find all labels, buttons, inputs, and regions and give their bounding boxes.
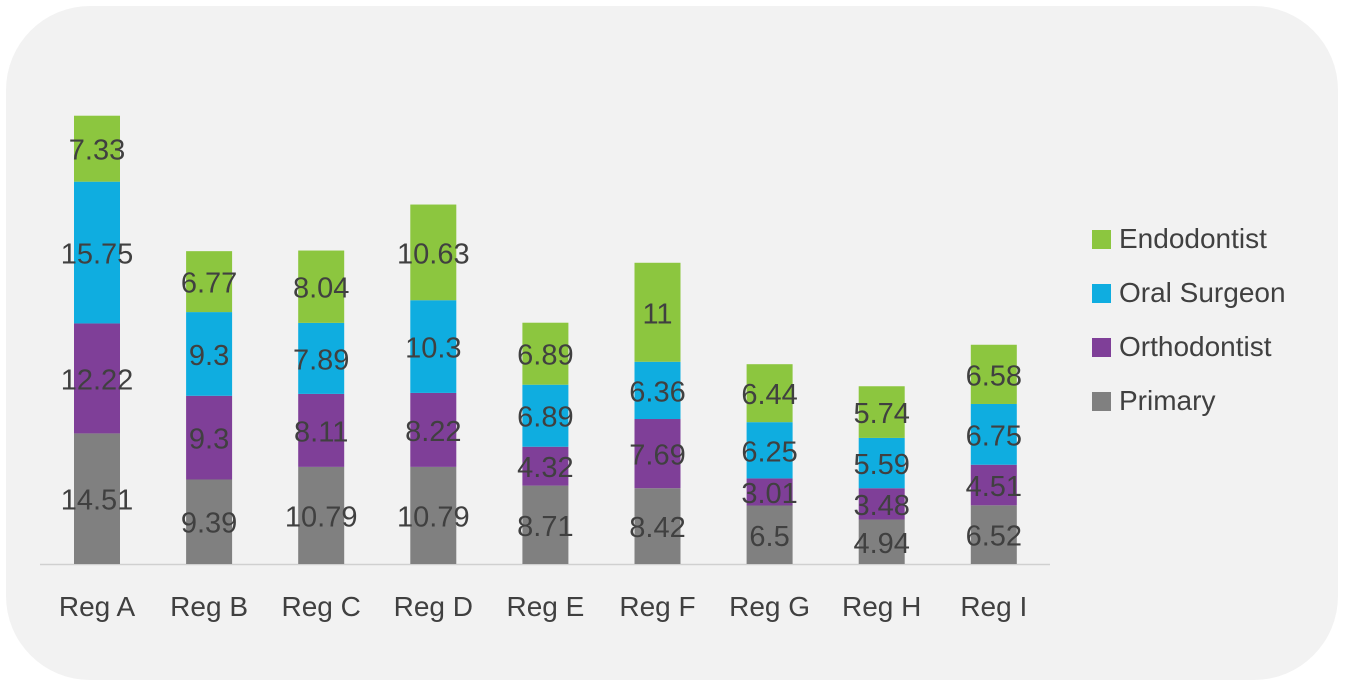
bar-segment-endodontist	[410, 204, 457, 301]
bar-segment-oral-surgeon	[298, 322, 345, 394]
bar-segment-oral-surgeon	[74, 181, 120, 324]
bar-segment-oral-surgeon	[858, 437, 905, 489]
x-tick-label: Reg I	[960, 591, 1027, 622]
bar-segment-primary	[410, 466, 457, 564]
bar-segment-endodontist	[634, 262, 681, 362]
bar-segment-endodontist	[522, 322, 569, 385]
data-label-primary: 10.79	[285, 501, 358, 533]
legend-swatch	[1092, 337, 1111, 357]
data-label-endodontist: 6.44	[741, 379, 797, 411]
data-label-endodontist: 8.04	[293, 273, 349, 305]
data-label-orthodontist: 4.51	[966, 471, 1022, 503]
data-label-primary: 8.42	[629, 512, 685, 544]
data-label-orthodontist: 12.22	[61, 364, 134, 396]
legend-item: Endodontist	[1092, 212, 1286, 266]
data-label-primary: 6.5	[749, 521, 789, 553]
data-label-oral-surgeon: 9.3	[189, 340, 229, 372]
data-label-primary: 9.39	[181, 508, 237, 540]
x-tick-label: Reg C	[282, 591, 361, 622]
bar-segment-orthodontist	[522, 446, 569, 486]
data-label-oral-surgeon: 10.3	[405, 333, 461, 365]
legend-item: Primary	[1092, 374, 1286, 428]
bar-segment-oral-surgeon	[410, 300, 457, 393]
bar-segment-endodontist	[186, 251, 233, 313]
bar-segment-orthodontist	[186, 395, 233, 480]
data-label-endodontist: 6.58	[966, 360, 1022, 392]
data-label-orthodontist: 3.01	[741, 478, 797, 510]
legend-swatch	[1092, 283, 1111, 303]
bar-segment-orthodontist	[298, 393, 345, 467]
data-label-endodontist: 10.63	[397, 238, 470, 270]
data-label-endodontist: 11	[642, 298, 672, 330]
legend-label: Oral Surgeon	[1119, 277, 1286, 308]
bar-segment-oral-surgeon	[634, 361, 681, 420]
data-label-oral-surgeon: 6.25	[741, 436, 797, 468]
legend-swatch	[1092, 391, 1111, 411]
x-tick-label: Reg F	[619, 591, 695, 622]
bar-segment-primary	[522, 485, 569, 564]
x-tick-label: Reg E	[506, 591, 584, 622]
legend-label: Orthodontist	[1119, 331, 1272, 362]
x-tick-label: Reg A	[59, 591, 136, 622]
data-label-orthodontist: 7.69	[629, 440, 685, 472]
data-label-oral-surgeon: 5.59	[853, 449, 909, 481]
bar-segment-primary	[186, 479, 233, 564]
legend-item: Orthodontist	[1092, 320, 1286, 374]
bar-segment-oral-surgeon	[970, 403, 1017, 465]
legend-item: Oral Surgeon	[1092, 266, 1286, 320]
data-label-oral-surgeon: 6.75	[966, 420, 1022, 452]
bar-segment-oral-surgeon	[746, 422, 793, 479]
bar-segment-primary	[858, 519, 905, 564]
data-label-orthodontist: 3.48	[853, 490, 909, 522]
x-tick-label: Reg D	[394, 591, 473, 622]
bar-segment-orthodontist	[858, 488, 905, 520]
x-tick-label: Reg H	[842, 591, 921, 622]
data-label-primary: 10.79	[397, 501, 470, 533]
bar-segment-primary	[298, 466, 345, 564]
bar-segment-primary	[74, 433, 120, 564]
bar-segment-orthodontist	[74, 323, 120, 434]
data-label-endodontist: 6.77	[181, 268, 237, 300]
bar-segment-orthodontist	[970, 464, 1017, 506]
x-tick-label: Reg G	[729, 591, 810, 622]
data-label-endodontist: 5.74	[853, 398, 909, 430]
data-label-primary: 4.94	[853, 528, 909, 560]
bar-segment-endodontist	[970, 344, 1017, 404]
data-label-oral-surgeon: 6.36	[629, 376, 685, 408]
bar-segment-endodontist	[746, 364, 793, 423]
bar-segment-endodontist	[74, 115, 120, 182]
bar-segment-oral-surgeon	[186, 312, 233, 396]
bar-segment-primary	[634, 488, 681, 564]
legend-swatch	[1092, 229, 1111, 249]
legend-label: Primary	[1119, 385, 1216, 416]
bar-segment-primary	[746, 505, 793, 564]
legend-label: Endodontist	[1119, 223, 1267, 254]
data-label-orthodontist: 4.32	[517, 452, 573, 484]
data-label-primary: 8.71	[517, 511, 573, 543]
bar-segment-orthodontist	[746, 478, 793, 506]
data-label-oral-surgeon: 7.89	[293, 344, 349, 376]
bar-segment-primary	[970, 505, 1017, 564]
bar-segment-oral-surgeon	[522, 384, 569, 447]
data-label-orthodontist: 9.3	[189, 424, 229, 456]
data-label-orthodontist: 8.11	[294, 416, 348, 448]
data-label-endodontist: 6.89	[517, 340, 573, 372]
chart-legend: Endodontist Oral Surgeon Orthodontist Prima…	[1092, 212, 1286, 428]
data-label-primary: 6.52	[966, 521, 1022, 553]
data-label-primary: 14.51	[61, 485, 134, 517]
bar-segment-orthodontist	[634, 419, 681, 489]
bar-segment-orthodontist	[410, 392, 457, 467]
data-label-oral-surgeon: 6.89	[517, 402, 573, 434]
data-label-orthodontist: 8.22	[405, 416, 461, 448]
bar-segment-endodontist	[858, 386, 905, 438]
data-label-oral-surgeon: 15.75	[61, 239, 134, 271]
bar-segment-endodontist	[298, 250, 345, 323]
data-label-endodontist: 7.33	[69, 135, 125, 167]
x-tick-label: Reg B	[170, 591, 248, 622]
